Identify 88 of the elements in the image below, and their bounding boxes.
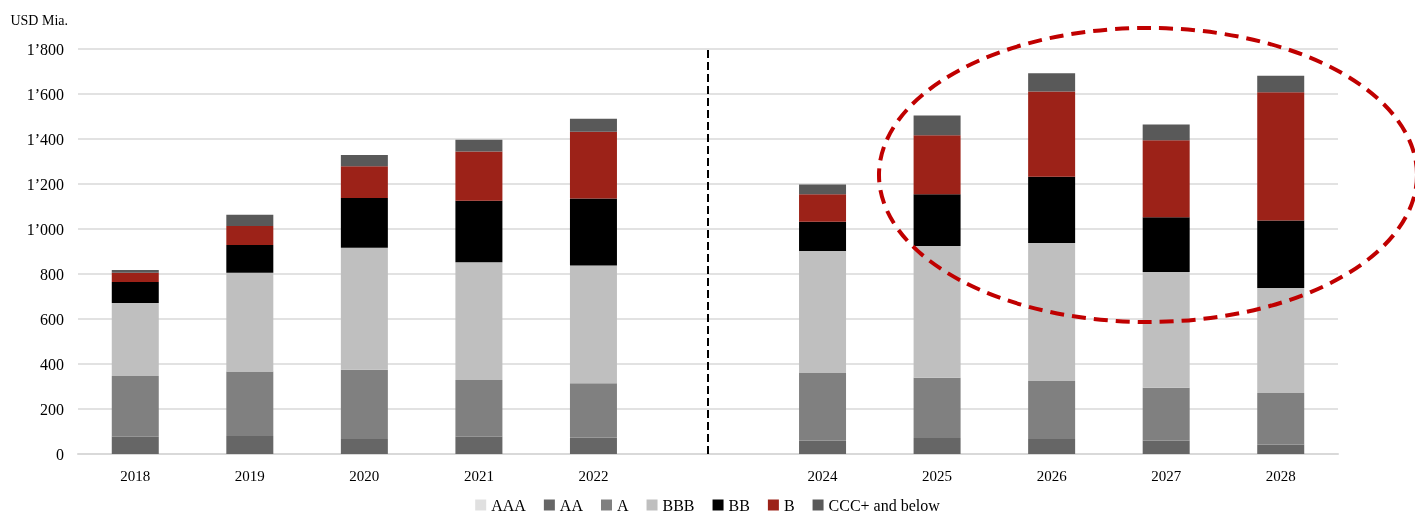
bar [799, 194, 847, 222]
bar [1257, 75, 1305, 93]
legend-label: B [783, 496, 795, 514]
bar [340, 247, 388, 370]
y-tick-label: 1’800 [26, 40, 64, 58]
bar [1142, 271, 1190, 388]
bar [340, 197, 388, 248]
y-tick-label: 0 [56, 445, 64, 463]
legend-label: A [616, 496, 629, 514]
x-tick-label: 2021 [463, 467, 494, 484]
y-axis-title: USD Mia. [10, 12, 68, 28]
y-tick-label: 200 [40, 400, 64, 418]
bar [455, 151, 503, 201]
bar [1028, 73, 1076, 92]
y-tick-label: 1’200 [26, 175, 64, 193]
legend-label: CCC+ and below [828, 496, 941, 514]
bar [1257, 444, 1305, 454]
x-tick-label: 2026 [1036, 467, 1068, 484]
bar [569, 437, 617, 454]
legend-label: AA [559, 496, 584, 514]
bar [1142, 140, 1190, 218]
y-tick-label: 800 [40, 265, 64, 283]
bar [1257, 220, 1305, 288]
bar [455, 139, 503, 152]
legend-label: BBB [662, 496, 695, 514]
bar [455, 379, 503, 437]
y-tick-label: 1’600 [26, 85, 64, 103]
y-tick-label: 1’000 [26, 220, 64, 238]
x-tick-label: 2022 [578, 467, 609, 484]
bar [1257, 393, 1305, 445]
x-tick-label: 2019 [234, 467, 265, 484]
bar [1257, 287, 1305, 394]
bar [799, 184, 847, 195]
bar [1142, 217, 1190, 272]
bar [226, 226, 274, 245]
bar [913, 438, 961, 454]
legend-label: AAA [491, 496, 527, 514]
bar [455, 200, 503, 263]
bar [569, 265, 617, 384]
bar [1257, 92, 1305, 221]
bar [1028, 91, 1076, 177]
bar [569, 131, 617, 199]
x-tick-label: 2028 [1265, 467, 1296, 484]
bar [799, 440, 847, 454]
bar [111, 269, 159, 273]
y-tick-label: 400 [40, 355, 64, 373]
x-tick-label: 2018 [120, 467, 151, 484]
bar [1028, 242, 1076, 381]
bar [913, 194, 961, 246]
bar [340, 166, 388, 198]
bar [799, 221, 847, 252]
bar [455, 262, 503, 380]
bar [1142, 440, 1190, 454]
bar [111, 436, 159, 454]
bar [226, 244, 274, 273]
x-tick-label: 2020 [349, 467, 380, 484]
bar [569, 198, 617, 266]
bar [799, 372, 847, 441]
bar [111, 303, 159, 376]
legend-label: BB [728, 496, 750, 514]
bar [111, 375, 159, 437]
bar [340, 438, 388, 454]
bar [1142, 387, 1190, 441]
bar [913, 115, 961, 136]
bar [913, 377, 961, 439]
bar [1028, 176, 1076, 243]
bar [226, 371, 274, 436]
bar [799, 251, 847, 373]
bar [1028, 380, 1076, 439]
bar [1028, 438, 1076, 454]
bar [569, 383, 617, 438]
bar [1142, 124, 1190, 141]
bar [340, 369, 388, 439]
bar [913, 245, 961, 378]
bar [455, 436, 503, 454]
bar [340, 154, 388, 167]
y-tick-label: 1’400 [26, 130, 64, 148]
bar [111, 282, 159, 304]
x-tick-label: 2024 [807, 467, 839, 484]
bar [569, 118, 617, 132]
bar [913, 135, 961, 195]
x-tick-label: 2025 [922, 467, 953, 484]
bar [226, 214, 274, 227]
bar [226, 436, 274, 454]
x-tick-label: 2027 [1151, 467, 1182, 484]
y-tick-label: 600 [40, 310, 64, 328]
bar [226, 272, 274, 372]
bar [111, 272, 159, 283]
